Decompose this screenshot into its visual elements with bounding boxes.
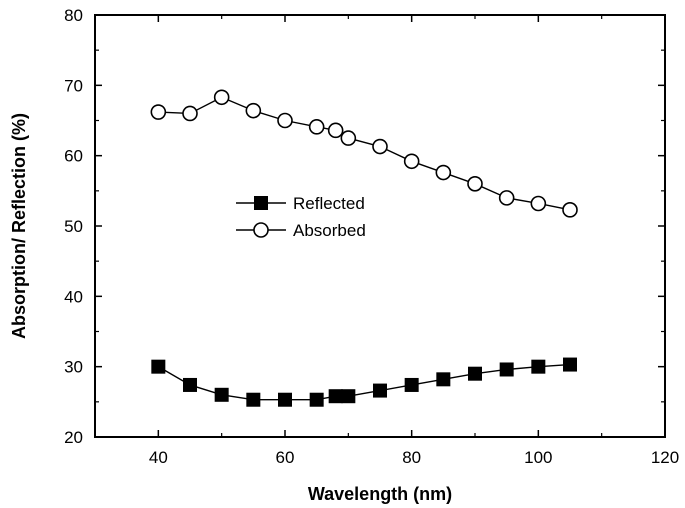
y-tick-label: 70	[64, 76, 83, 95]
data-point-absorbed	[150, 104, 167, 120]
data-point-absorbed	[530, 195, 547, 212]
data-point-reflected	[468, 366, 482, 381]
axis-tick-labels: 40 60 80 100 120 20 30 40 50 60 70 80	[64, 6, 679, 467]
data-point-reflected	[436, 372, 451, 387]
data-point-absorbed	[308, 119, 325, 135]
data-point-absorbed	[467, 176, 483, 192]
legend-item-reflected: Reflected	[236, 194, 365, 213]
data-point-reflected	[214, 387, 229, 402]
x-tick-label: 120	[651, 448, 679, 467]
data-point-absorbed	[498, 190, 515, 206]
data-point-reflected	[278, 392, 292, 407]
axis-ticks	[94, 14, 666, 438]
x-tick-label: 60	[276, 448, 295, 467]
legend-item-absorbed: Absorbed	[236, 221, 366, 240]
data-point-reflected	[341, 389, 356, 404]
data-point-reflected	[183, 377, 197, 392]
x-tick-label: 100	[524, 448, 552, 467]
series-absorbed	[150, 89, 578, 218]
data-point-reflected	[531, 359, 546, 374]
legend-label-absorbed: Absorbed	[293, 221, 366, 240]
data-point-absorbed	[435, 164, 452, 181]
y-tick-label: 80	[64, 6, 83, 25]
y-tick-label: 20	[64, 428, 83, 447]
data-point-absorbed	[182, 105, 198, 122]
data-point-absorbed	[340, 130, 357, 146]
series-layer	[150, 89, 578, 407]
legend-marker-absorbed	[253, 222, 269, 238]
data-point-reflected	[328, 389, 343, 404]
data-point-reflected	[246, 392, 261, 407]
data-point-absorbed	[562, 202, 578, 218]
plot-frame	[94, 14, 666, 438]
data-point-reflected	[404, 377, 419, 392]
y-tick-label: 40	[64, 287, 83, 306]
data-point-absorbed	[277, 112, 293, 129]
data-point-reflected	[151, 359, 166, 374]
y-tick-label: 30	[64, 358, 83, 377]
data-point-absorbed	[245, 102, 262, 119]
y-tick-label: 50	[64, 217, 83, 236]
data-point-reflected	[499, 362, 514, 377]
data-point-reflected	[373, 383, 387, 398]
x-axis-title: Wavelength (nm)	[308, 484, 452, 504]
data-point-absorbed	[403, 153, 420, 170]
x-tick-label: 80	[402, 448, 421, 467]
data-point-absorbed	[327, 122, 344, 139]
data-point-reflected	[309, 392, 324, 407]
y-axis-title: Absorption/ Reflection (%)	[9, 113, 29, 339]
y-tick-label: 60	[64, 147, 83, 166]
data-point-reflected	[563, 357, 577, 372]
legend-marker-reflected	[254, 196, 268, 210]
legend-label-reflected: Reflected	[293, 194, 365, 213]
series-reflected	[151, 357, 577, 407]
legend: Reflected Absorbed	[236, 194, 366, 240]
x-tick-label: 40	[149, 448, 168, 467]
data-point-absorbed	[213, 89, 230, 106]
data-point-absorbed	[372, 138, 388, 155]
